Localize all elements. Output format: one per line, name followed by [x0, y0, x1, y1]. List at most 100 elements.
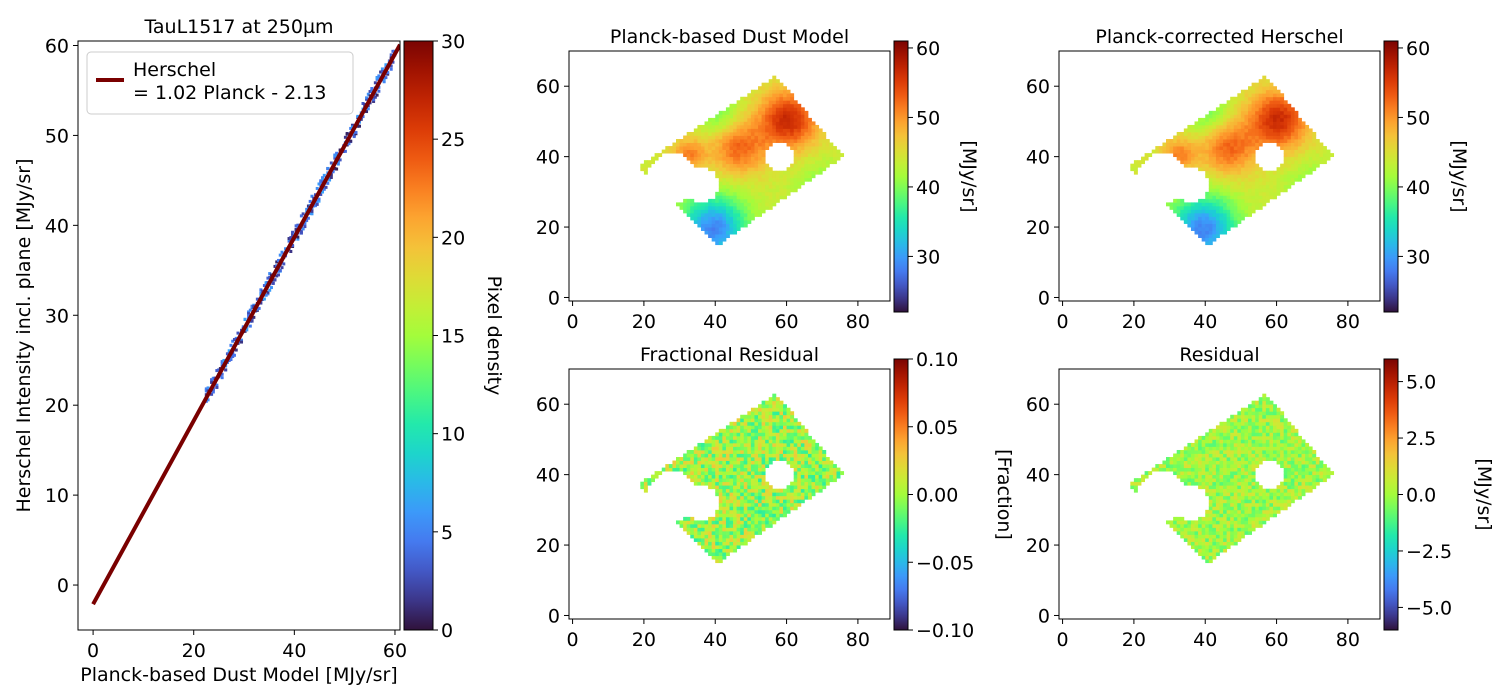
heatmap-cell: [1215, 541, 1220, 546]
heatmap-cell: [697, 124, 702, 129]
heatmap-cell: [718, 520, 723, 525]
heatmap-cell: [722, 128, 727, 133]
heatmap-cell: [1287, 103, 1292, 108]
heatmap-cell: [1226, 446, 1231, 451]
heatmap-cell: [1208, 241, 1213, 246]
heatmap-cell: [686, 156, 691, 161]
heatmap-cell: [768, 502, 773, 507]
heatmap-cell: [733, 523, 738, 528]
heatmap-cell: [1273, 418, 1277, 423]
heatmap-cell: [800, 149, 805, 154]
heatmap-cell: [1283, 432, 1288, 437]
heatmap-cell: [750, 485, 755, 490]
colorbar-tick-label: 0: [441, 620, 453, 642]
heatmap-cell: [783, 428, 787, 433]
heatmap-cell: [708, 198, 713, 203]
heatmap-cell: [761, 449, 766, 454]
heatmap-cell: [797, 139, 802, 143]
heatmap-cell: [1305, 124, 1310, 129]
heatmap-cell: [747, 156, 752, 161]
heatmap-cell: [758, 471, 762, 476]
heatmap-cell: [736, 103, 741, 108]
density-pixel: [229, 356, 233, 360]
heatmap-cell: [1130, 163, 1135, 168]
heatmap-cell: [1148, 153, 1153, 158]
heatmap-cell: [1255, 139, 1260, 143]
heatmap-cell: [1273, 177, 1277, 182]
heatmap-cell: [718, 121, 723, 126]
heatmap-cell: [1258, 400, 1263, 405]
heatmap-cell: [775, 435, 780, 440]
heatmap-cell: [1251, 139, 1256, 143]
heatmap-cell: [836, 471, 841, 476]
heatmap-cell: [1255, 449, 1260, 454]
heatmap-cell: [758, 163, 762, 168]
density-pixel: [229, 343, 233, 347]
heatmap-cell: [1226, 481, 1231, 486]
heatmap-cell: [1226, 107, 1231, 112]
heatmap-cell: [765, 142, 770, 147]
heatmap-cell: [779, 93, 784, 98]
heatmap-cell: [1201, 220, 1206, 224]
heatmap-cell: [1190, 538, 1195, 542]
heatmap-cell: [1269, 82, 1274, 87]
heatmap-cell: [1273, 139, 1277, 143]
heatmap-cell: [722, 160, 727, 165]
heatmap-cell: [754, 131, 759, 136]
heatmap-cell: [1240, 425, 1245, 430]
heatmap-cell: [722, 481, 727, 486]
heatmap-cell: [1205, 523, 1210, 528]
density-pixel: [291, 230, 295, 234]
heatmap-cell: [822, 135, 827, 140]
heatmap-cell: [711, 212, 716, 217]
heatmap-cell: [1187, 534, 1192, 539]
heatmap-cell: [783, 139, 787, 143]
density-pixel: [271, 278, 275, 282]
heatmap-cell: [1226, 149, 1231, 154]
heatmap-cell: [1240, 121, 1245, 126]
heatmap-cell: [722, 435, 727, 440]
heatmap-cell: [1223, 110, 1228, 115]
heatmap-cell: [1230, 188, 1235, 193]
heatmap-cell: [718, 220, 723, 224]
heatmap-cell: [1262, 107, 1267, 112]
heatmap-cell: [722, 156, 727, 161]
heatmap-cell: [711, 530, 716, 535]
heatmap-cell: [793, 432, 798, 437]
heatmap-cell: [1180, 449, 1185, 454]
heatmap-cell: [704, 530, 709, 535]
heatmap-cell: [1219, 188, 1224, 193]
heatmap-cell: [747, 506, 752, 511]
heatmap-cell: [754, 156, 759, 161]
heatmap-cell: [797, 481, 802, 486]
heatmap-cell: [1215, 174, 1220, 179]
heatmap-cell: [700, 128, 705, 133]
heatmap-cell: [1158, 464, 1163, 468]
heatmap-cell: [1219, 167, 1224, 172]
heatmap-cell: [697, 520, 702, 525]
heatmap-cell: [1215, 488, 1220, 493]
heatmap-pixels: [640, 75, 845, 246]
heatmap-cell: [1287, 107, 1292, 112]
heatmap-cell: [1265, 397, 1270, 402]
heatmap-cell: [1198, 227, 1203, 231]
heatmap-cell: [786, 492, 791, 497]
heatmap-cell: [779, 407, 784, 412]
heatmap-cell: [733, 460, 738, 465]
heatmap-cell: [1269, 131, 1274, 136]
heatmap-cell: [758, 153, 762, 158]
heatmap-cell: [733, 227, 738, 231]
density-pixel: [377, 89, 381, 93]
heatmap-cell: [807, 117, 812, 122]
heatmap-cell: [722, 174, 727, 179]
heatmap-cell: [711, 156, 716, 161]
heatmap-cell: [1251, 163, 1256, 168]
heatmap-cell: [1244, 181, 1249, 186]
heatmap-cell: [715, 488, 720, 493]
heatmap-cell: [722, 478, 727, 483]
heatmap-cell: [729, 421, 734, 426]
heatmap-cell: [1280, 93, 1285, 98]
heatmap-cell: [1223, 220, 1228, 224]
density-pixel: [243, 317, 247, 321]
heatmap-cell: [758, 195, 762, 200]
